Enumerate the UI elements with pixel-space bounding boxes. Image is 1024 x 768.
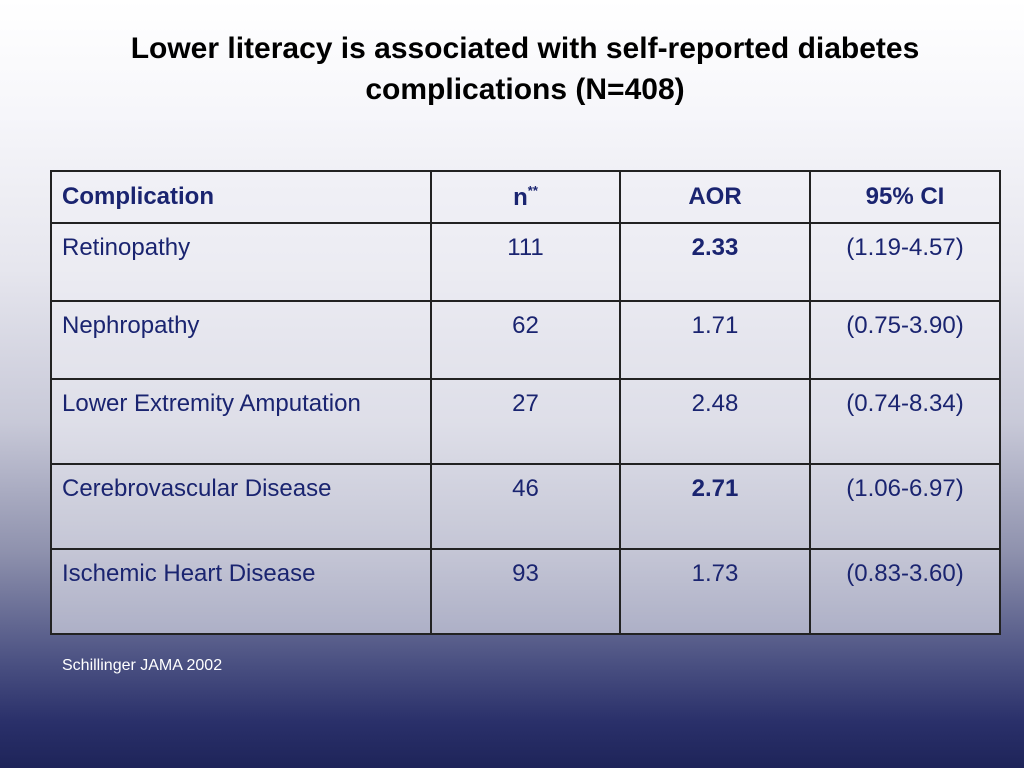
cell-ci: (0.74-8.34)	[809, 378, 1001, 465]
table-row: Lower Extremity Amputation 27 2.48 (0.74…	[50, 378, 1001, 465]
header-n-label: n	[513, 183, 528, 211]
slide-title-line-1: Lower literacy is associated with self-r…	[130, 32, 920, 65]
cell-complication: Ischemic Heart Disease	[50, 548, 432, 635]
cell-ci: (1.19-4.57)	[809, 222, 1001, 302]
cell-aor: 1.73	[619, 548, 811, 635]
table-header-row: Complication n** AOR 95% CI	[50, 170, 1001, 224]
cell-ci: (0.75-3.90)	[809, 300, 1001, 380]
cell-complication: Nephropathy	[50, 300, 432, 380]
cell-complication: Lower Extremity Amputation	[50, 378, 432, 465]
header-complication: Complication	[50, 170, 432, 224]
header-aor: AOR	[619, 170, 811, 224]
cell-ci: (0.83-3.60)	[809, 548, 1001, 635]
table-row: Cerebrovascular Disease 46 2.71 (1.06-6.…	[50, 463, 1001, 550]
header-ci: 95% CI	[809, 170, 1001, 224]
header-n: n**	[430, 170, 621, 224]
cell-n: 111	[430, 222, 621, 302]
cell-aor: 2.33	[619, 222, 811, 302]
cell-aor: 1.71	[619, 300, 811, 380]
cell-complication: Cerebrovascular Disease	[50, 463, 432, 550]
source-citation: Schillinger JAMA 2002	[62, 657, 223, 674]
complications-table: Complication n** AOR 95% CI Retinopathy …	[50, 170, 1001, 635]
cell-n: 27	[430, 378, 621, 465]
cell-ci: (1.06-6.97)	[809, 463, 1001, 550]
table-row: Retinopathy 111 2.33 (1.19-4.57)	[50, 222, 1001, 302]
cell-complication: Retinopathy	[50, 222, 432, 302]
table-row: Nephropathy 62 1.71 (0.75-3.90)	[50, 300, 1001, 380]
cell-aor: 2.71	[619, 463, 811, 550]
cell-n: 62	[430, 300, 621, 380]
slide-title-line-2: complications (N=408)	[365, 73, 685, 106]
header-n-footnote-marker: **	[527, 182, 538, 198]
slide-title: Lower literacy is associated with self-r…	[40, 28, 1010, 110]
cell-aor: 2.48	[619, 378, 811, 465]
table-row: Ischemic Heart Disease 93 1.73 (0.83-3.6…	[50, 548, 1001, 635]
cell-n: 93	[430, 548, 621, 635]
cell-n: 46	[430, 463, 621, 550]
